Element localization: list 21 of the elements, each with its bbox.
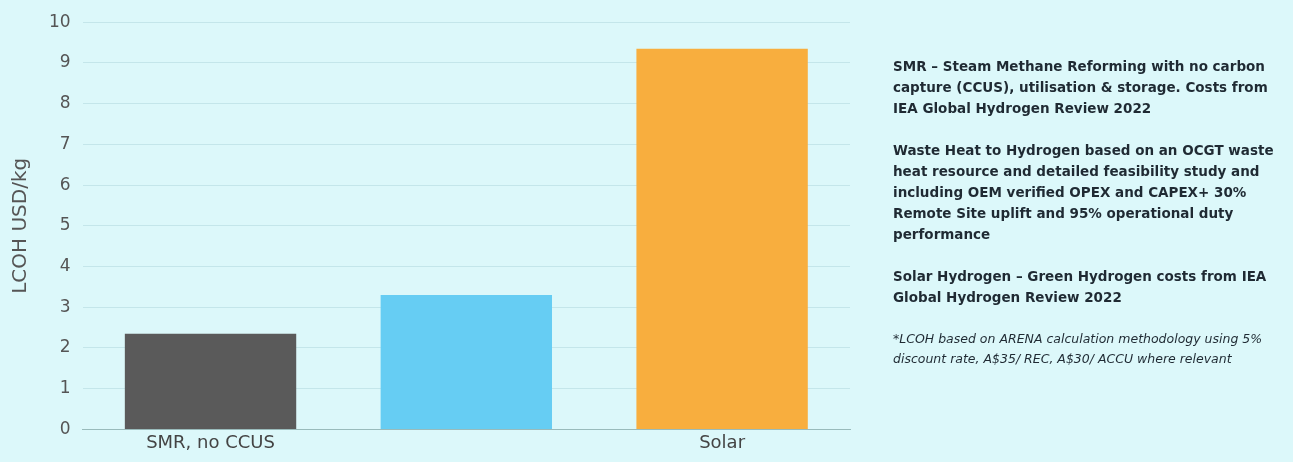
y-tick-label: 4 <box>59 254 71 275</box>
text: *LCOH based on ARENA calculation methodology using 5% discount rate, A$35/ REC, A$30/ ACCU where relevant <box>893 330 1264 368</box>
y-tick-label: 6 <box>59 173 71 194</box>
y-tick-label: 3 <box>59 295 71 316</box>
text: SMR – Steam Methane Reforming with no carbon capture (CCUS), utilisation & storage. Costs from IEA Global Hydrogen Review 2022 <box>893 57 1269 118</box>
x-tick-label: Solar <box>699 430 746 452</box>
y-tick-label: 10 <box>48 10 71 31</box>
x-tick-label: SMR, no CCUS <box>146 430 275 452</box>
bar <box>636 48 808 429</box>
text: Waste Heat to Hydrogen based on an OCGT waste heat resource and detailed feasibility study and including OEM verified OPEX and CAPEX+ 30% Remote Site uplift and 95% operational duty performance <box>893 141 1275 244</box>
y-tick-label: 0 <box>59 417 71 438</box>
y-tick-label: 1 <box>59 377 71 398</box>
y-tick-label: 7 <box>59 132 71 153</box>
y-tick-label: 8 <box>59 92 71 113</box>
bar <box>380 295 553 429</box>
y-tick-label: 9 <box>59 51 71 72</box>
text: Solar Hydrogen – Green Hydrogen costs from IEA Global Hydrogen Review 2022 <box>893 267 1268 307</box>
y-tick-label: 5 <box>59 214 71 235</box>
bar <box>124 333 297 429</box>
y-axis-title: LCOH USD/kg <box>7 157 32 294</box>
y-tick-label: 2 <box>59 336 71 357</box>
